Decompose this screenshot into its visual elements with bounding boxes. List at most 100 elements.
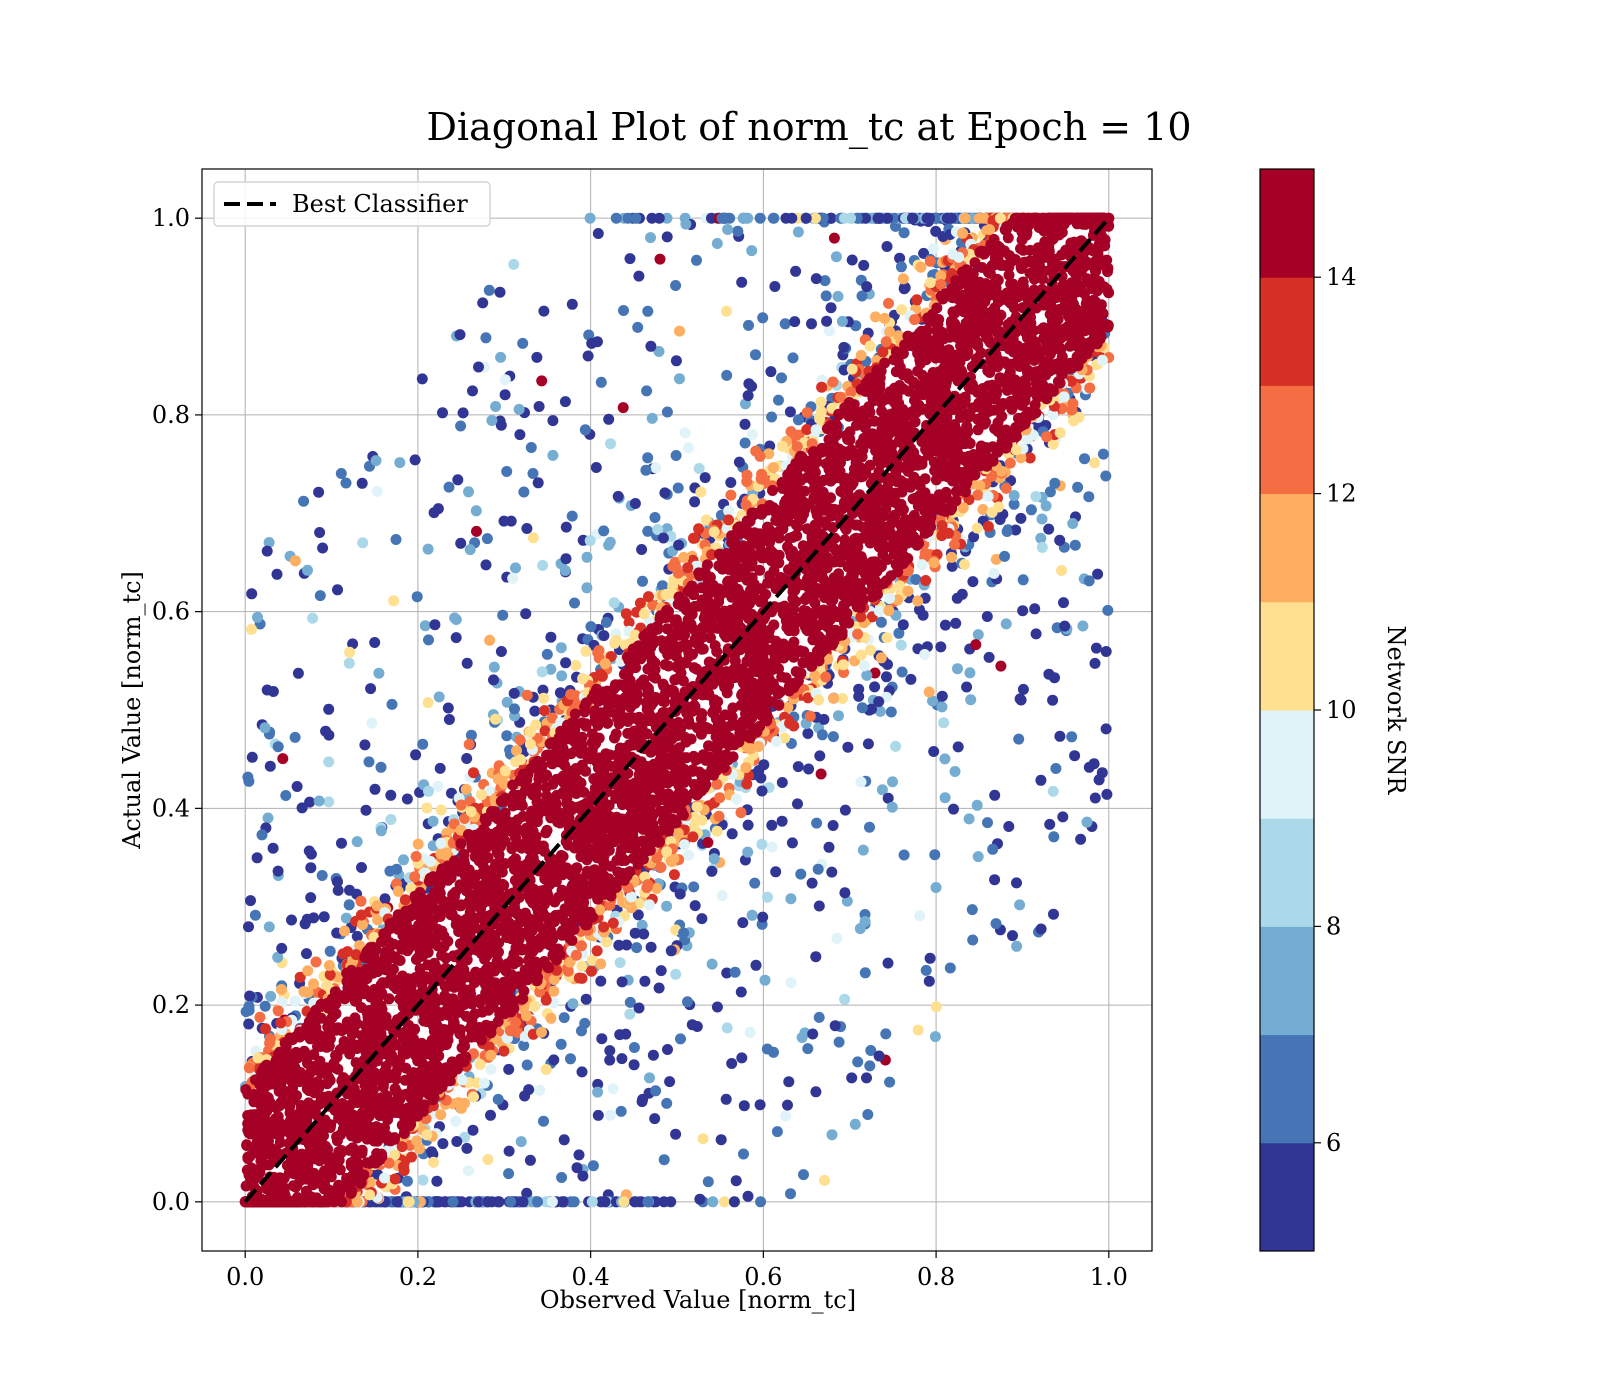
scatter-point [610,634,622,646]
scatter-point [1017,574,1029,586]
scatter-point [302,987,314,998]
scatter-point [340,912,352,924]
scatter-point [371,485,383,497]
scatter-point [766,841,778,853]
plot-area [201,168,1153,1252]
scatter-point [812,863,824,875]
scatter-point [643,899,655,911]
scatter-point [1008,498,1020,510]
scatter-point [618,1196,630,1208]
scatter-point [336,837,347,849]
scatter-point [429,619,441,631]
scatter-point [989,789,1001,801]
scatter-point [494,286,506,298]
scatter-point [642,525,654,537]
scatter-point [711,1001,723,1013]
scatter-point [798,1169,809,1181]
scatter-point [952,663,963,675]
scatter-point [986,506,998,518]
scatter-point [706,865,718,877]
scatter-point [696,913,708,925]
scatter-point [599,658,611,670]
scatter-point [642,452,654,464]
scatter-point [946,551,958,563]
scatter-point [632,909,644,921]
scatter-point [810,424,822,436]
scatter-point [885,706,897,718]
scatter-point [1054,534,1066,546]
scatter-point [369,637,381,648]
scatter-point [740,212,752,224]
scatter-point [949,766,961,777]
scatter-point [473,361,484,373]
scatter-point [674,325,685,337]
scatter-point [1048,908,1059,920]
scatter-point [461,1142,473,1154]
scatter-point [641,882,653,894]
scatter-point [1036,541,1048,553]
scatter-point [855,349,867,361]
scatter-point [776,777,788,788]
scatter-point [1049,477,1061,489]
scatter-point [337,948,349,960]
scatter-point [924,255,936,267]
scatter-point [839,804,851,816]
scatter-point [463,1165,474,1177]
scatter-point [1048,831,1060,843]
scatter-point [416,373,428,385]
scatter-point [765,366,777,378]
scatter-point [323,796,335,808]
scatter-point [873,605,885,617]
scatter-point [755,1196,767,1208]
scatter-point [465,729,477,741]
scatter-point [332,876,343,888]
scatter-point [950,617,962,629]
scatter-point [948,803,959,815]
scatter-point [912,1024,924,1036]
scatter-point [825,302,837,314]
scatter-point [713,810,725,822]
scatter-point [869,681,881,693]
scatter-point [767,462,779,474]
scatter-point [276,996,288,1008]
scatter-point [810,951,822,963]
scatter-point [959,559,971,570]
scatter-point [455,537,467,549]
scatter-point [294,971,306,983]
scatter-point [649,512,661,523]
scatter-point [877,346,889,358]
scatter-point [580,645,592,657]
scatter-point [451,1136,463,1147]
scatter-point [790,265,802,277]
scatter-point [360,804,372,816]
scatter-point [471,525,482,537]
scatter-point [783,1076,795,1088]
scatter-point [730,793,742,805]
scatter-point [708,853,720,865]
scatter-point [842,741,854,753]
scatter-point [616,1053,628,1065]
scatter-point [604,536,616,548]
scatter-point [401,793,413,805]
scatter-point [467,385,478,397]
scatter-point [882,957,894,969]
scatter-point [515,1136,527,1148]
scatter-point [631,942,643,954]
scatter-point [807,1028,819,1040]
scatter-point [442,702,454,714]
scatter-point [468,767,479,779]
scatter-point [515,754,527,766]
scatter-point [583,329,595,341]
scatter-point [576,1066,588,1078]
scatter-point [757,911,769,923]
scatter-point [910,574,922,585]
scatter-point [881,671,892,683]
scatter-point [755,473,767,485]
scatter-point [529,1000,541,1012]
scatter-point [456,1074,468,1086]
scatter-point [902,585,914,597]
scatter-point [803,763,815,775]
scatter-point [642,1196,654,1208]
scatter-point [879,312,891,324]
scatter-point [1058,391,1070,403]
